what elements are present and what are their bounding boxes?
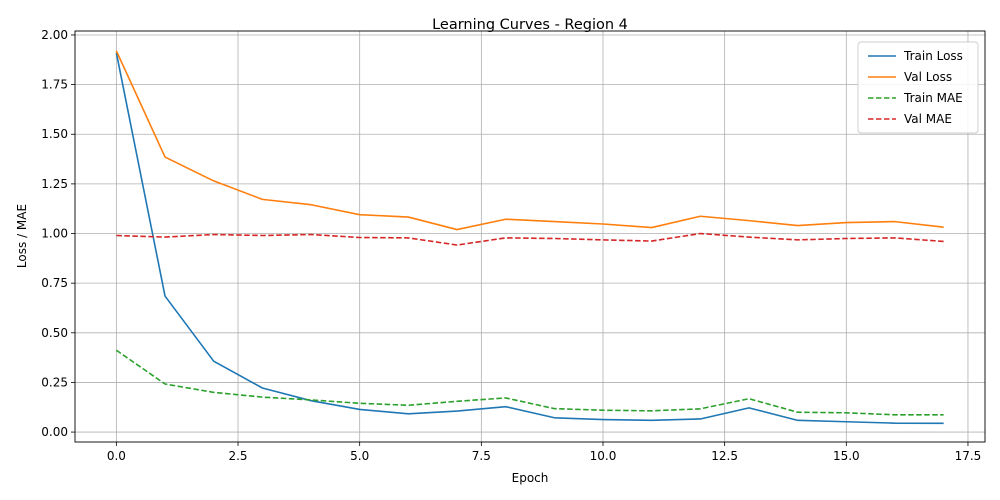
legend-label: Val MAE: [904, 112, 952, 126]
x-tick-label: 15.0: [833, 449, 860, 463]
legend: Train Loss Val Loss Train MAE Val MAE: [857, 41, 979, 134]
y-tick-label: 0.25: [41, 375, 68, 389]
y-tick-label: 1.75: [41, 78, 68, 92]
x-tick-label: 5.0: [350, 449, 369, 463]
x-tick-label: 7.5: [472, 449, 491, 463]
y-tick-label: 2.00: [41, 28, 68, 42]
y-tick-label: 1.00: [41, 227, 68, 241]
x-tick-label: 17.5: [955, 449, 982, 463]
series-line-train-loss: [115, 52, 944, 425]
y-tick-label: 0.75: [41, 276, 68, 290]
axis-ticks: 0.0 2.5 5.0 7.5 10.0 12.5 15.0 17.5 0.00 0.25 0.50…: [41, 28, 981, 463]
series-line-train-mae: [115, 349, 944, 416]
x-axis-label: Epoch: [512, 471, 549, 485]
series-line-val-loss: [115, 50, 944, 231]
x-tick-label: 12.5: [711, 449, 738, 463]
y-axis-label: Loss / MAE: [15, 204, 29, 268]
chart-title: Learning Curves - Region 4: [432, 17, 628, 33]
x-tick-label: 0.0: [107, 449, 126, 463]
y-tick-label: 0.50: [41, 326, 68, 340]
plot-frame: [74, 30, 986, 443]
grid: [75, 31, 985, 442]
legend-label: Train Loss: [903, 49, 963, 63]
legend-box: [857, 41, 979, 134]
series-line-val-mae: [116, 232, 944, 246]
x-tick-label: 10.0: [590, 449, 617, 463]
series-lines: [115, 50, 944, 425]
legend-label: Val Loss: [904, 70, 952, 84]
legend-label: Train MAE: [903, 91, 963, 105]
y-tick-label: 1.50: [41, 127, 68, 141]
x-tick-label: 2.5: [228, 449, 247, 463]
y-tick-label: 1.25: [41, 177, 68, 191]
y-tick-label: 0.00: [41, 425, 68, 439]
